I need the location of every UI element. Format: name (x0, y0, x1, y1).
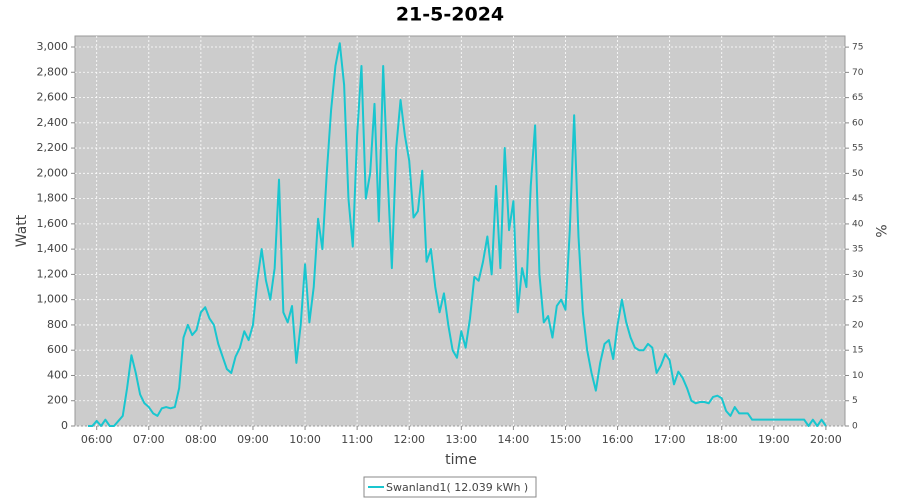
plot-area (74, 35, 846, 427)
x-tick-label: 14:00 (498, 433, 530, 446)
x-tick-label: 13:00 (445, 433, 477, 446)
y-tick-label: 800 (47, 318, 68, 331)
y-tick-label: 1,200 (37, 267, 69, 280)
y-tick-label: 2,600 (37, 91, 69, 104)
y-tick-label: 1,600 (37, 217, 69, 230)
y2-tick-label: 5 (852, 396, 858, 406)
legend-label: Swanland1( 12.039 kWh ) (386, 481, 528, 494)
x-tick-label: 12:00 (393, 433, 425, 446)
y2-tick-label: 25 (852, 295, 863, 305)
legend-box (363, 476, 537, 498)
y-tick-label: 2,200 (37, 141, 69, 154)
y-tick-label: 600 (47, 343, 68, 356)
y2-tick-label: 45 (852, 194, 863, 204)
y2-tick-label: 20 (852, 320, 864, 330)
y2-axis-label: % (872, 224, 888, 237)
y-tick-label: 1,400 (37, 242, 69, 255)
y-axis-label: Watt (14, 214, 30, 247)
y2-tick-label: 40 (852, 219, 864, 229)
x-tick-label: 16:00 (602, 433, 634, 446)
x-tick-label: 08:00 (185, 433, 217, 446)
series-line (88, 42, 827, 427)
y-tick-label: 3,000 (37, 40, 69, 53)
y2-tick-label: 55 (852, 144, 863, 154)
y-tick-label: 200 (47, 394, 68, 407)
x-tick-label: 17:00 (654, 433, 686, 446)
x-tick-label: 07:00 (133, 433, 165, 446)
y2-tick-label: 70 (852, 68, 864, 78)
y2-tick-label: 0 (852, 422, 858, 432)
x-tick-label: 09:00 (237, 433, 269, 446)
y2-tick-label: 60 (852, 118, 864, 128)
chart-title: 21-5-2024 (396, 4, 504, 26)
y2-tick-label: 10 (852, 371, 864, 381)
y2-tick-label: 15 (852, 346, 863, 356)
y-tick-label: 2,800 (37, 65, 69, 78)
y2-tick-label: 65 (852, 93, 863, 103)
x-tick-label: 20:00 (810, 433, 842, 446)
x-tick-label: 18:00 (706, 433, 738, 446)
y2-tick-label: 30 (852, 270, 864, 280)
y-tick-label: 1,000 (37, 293, 69, 306)
x-tick-label: 11:00 (341, 433, 373, 446)
y2-tick-label: 75 (852, 43, 863, 53)
x-tick-label: 06:00 (81, 433, 113, 446)
x-tick-label: 15:00 (550, 433, 582, 446)
x-tick-label: 10:00 (289, 433, 321, 446)
y-tick-label: 0 (61, 419, 68, 432)
x-tick-label: 19:00 (758, 433, 790, 446)
y2-tick-label: 35 (852, 245, 863, 255)
y2-tick-label: 50 (852, 169, 864, 179)
y-tick-label: 1,800 (37, 192, 69, 205)
y-tick-label: 2,400 (37, 116, 69, 129)
x-axis-label: time (445, 452, 477, 468)
y-tick-label: 2,000 (37, 166, 69, 179)
y-tick-label: 400 (47, 368, 68, 381)
